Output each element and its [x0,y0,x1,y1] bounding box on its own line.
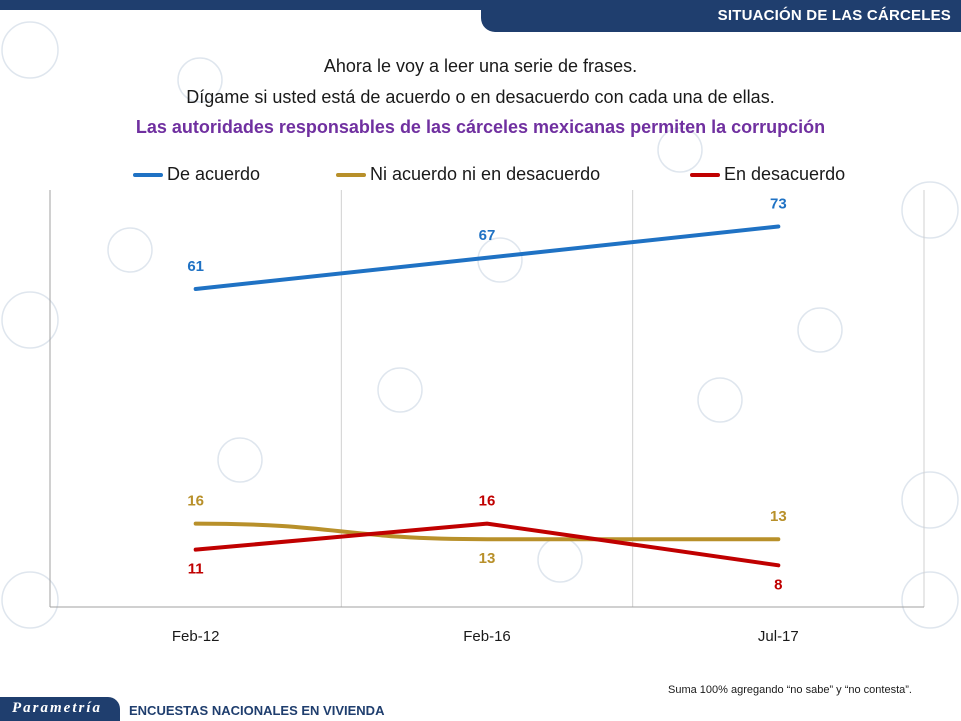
question-text: Las autoridades responsables de las cárc… [135,117,826,137]
data-label: 8 [774,576,782,593]
intro-line-2: Dígame si usted está de acuerdo o en des… [186,87,775,107]
legend-label-de-acuerdo: De acuerdo [167,164,261,184]
legend-swatch-de-acuerdo [133,172,163,177]
series-line-2 [193,521,781,542]
top-bar [0,0,961,10]
x-tick-label: Feb-12 [172,628,220,645]
data-label: 13 [770,508,787,525]
legend-label-ni-ni: Ni acuerdo ni en desacuerdo [370,164,601,184]
intro-line-1: Ahora le voy a leer una serie de frases. [323,56,638,76]
x-tick-label: Jul-17 [758,628,799,645]
data-label: 13 [479,550,496,567]
legend-item-de-acuerdo: De acuerdo [133,164,260,185]
data-label: 61 [187,258,204,275]
footer-text: ENCUESTAS NACIONALES EN VIVIENDA [129,703,385,718]
page-title: SITUACIÓN DE LAS CÁRCELES [717,7,951,24]
legend-label-desacuerdo: En desacuerdo [724,164,846,184]
legend-swatch-desacuerdo [690,172,720,177]
data-label: 11 [188,561,204,578]
legend-item-ni-ni: Ni acuerdo ni en desacuerdo [336,164,600,185]
footnote: Suma 100% agregando “no sabe” y “no cont… [668,684,912,696]
data-label: 16 [479,493,496,510]
data-label: 67 [479,227,496,244]
x-tick-label: Feb-16 [463,628,511,645]
chart-legend: De acuerdo Ni acuerdo ni en desacuerdo E… [0,164,961,188]
brand-logo: Parametría [0,697,120,721]
data-label: 73 [770,195,787,212]
legend-item-desacuerdo: En desacuerdo [690,164,845,185]
data-label: 16 [187,493,204,510]
title-tab: SITUACIÓN DE LAS CÁRCELES [481,0,961,32]
brand-name: Parametría [12,700,102,716]
legend-swatch-ni-ni [336,172,366,177]
